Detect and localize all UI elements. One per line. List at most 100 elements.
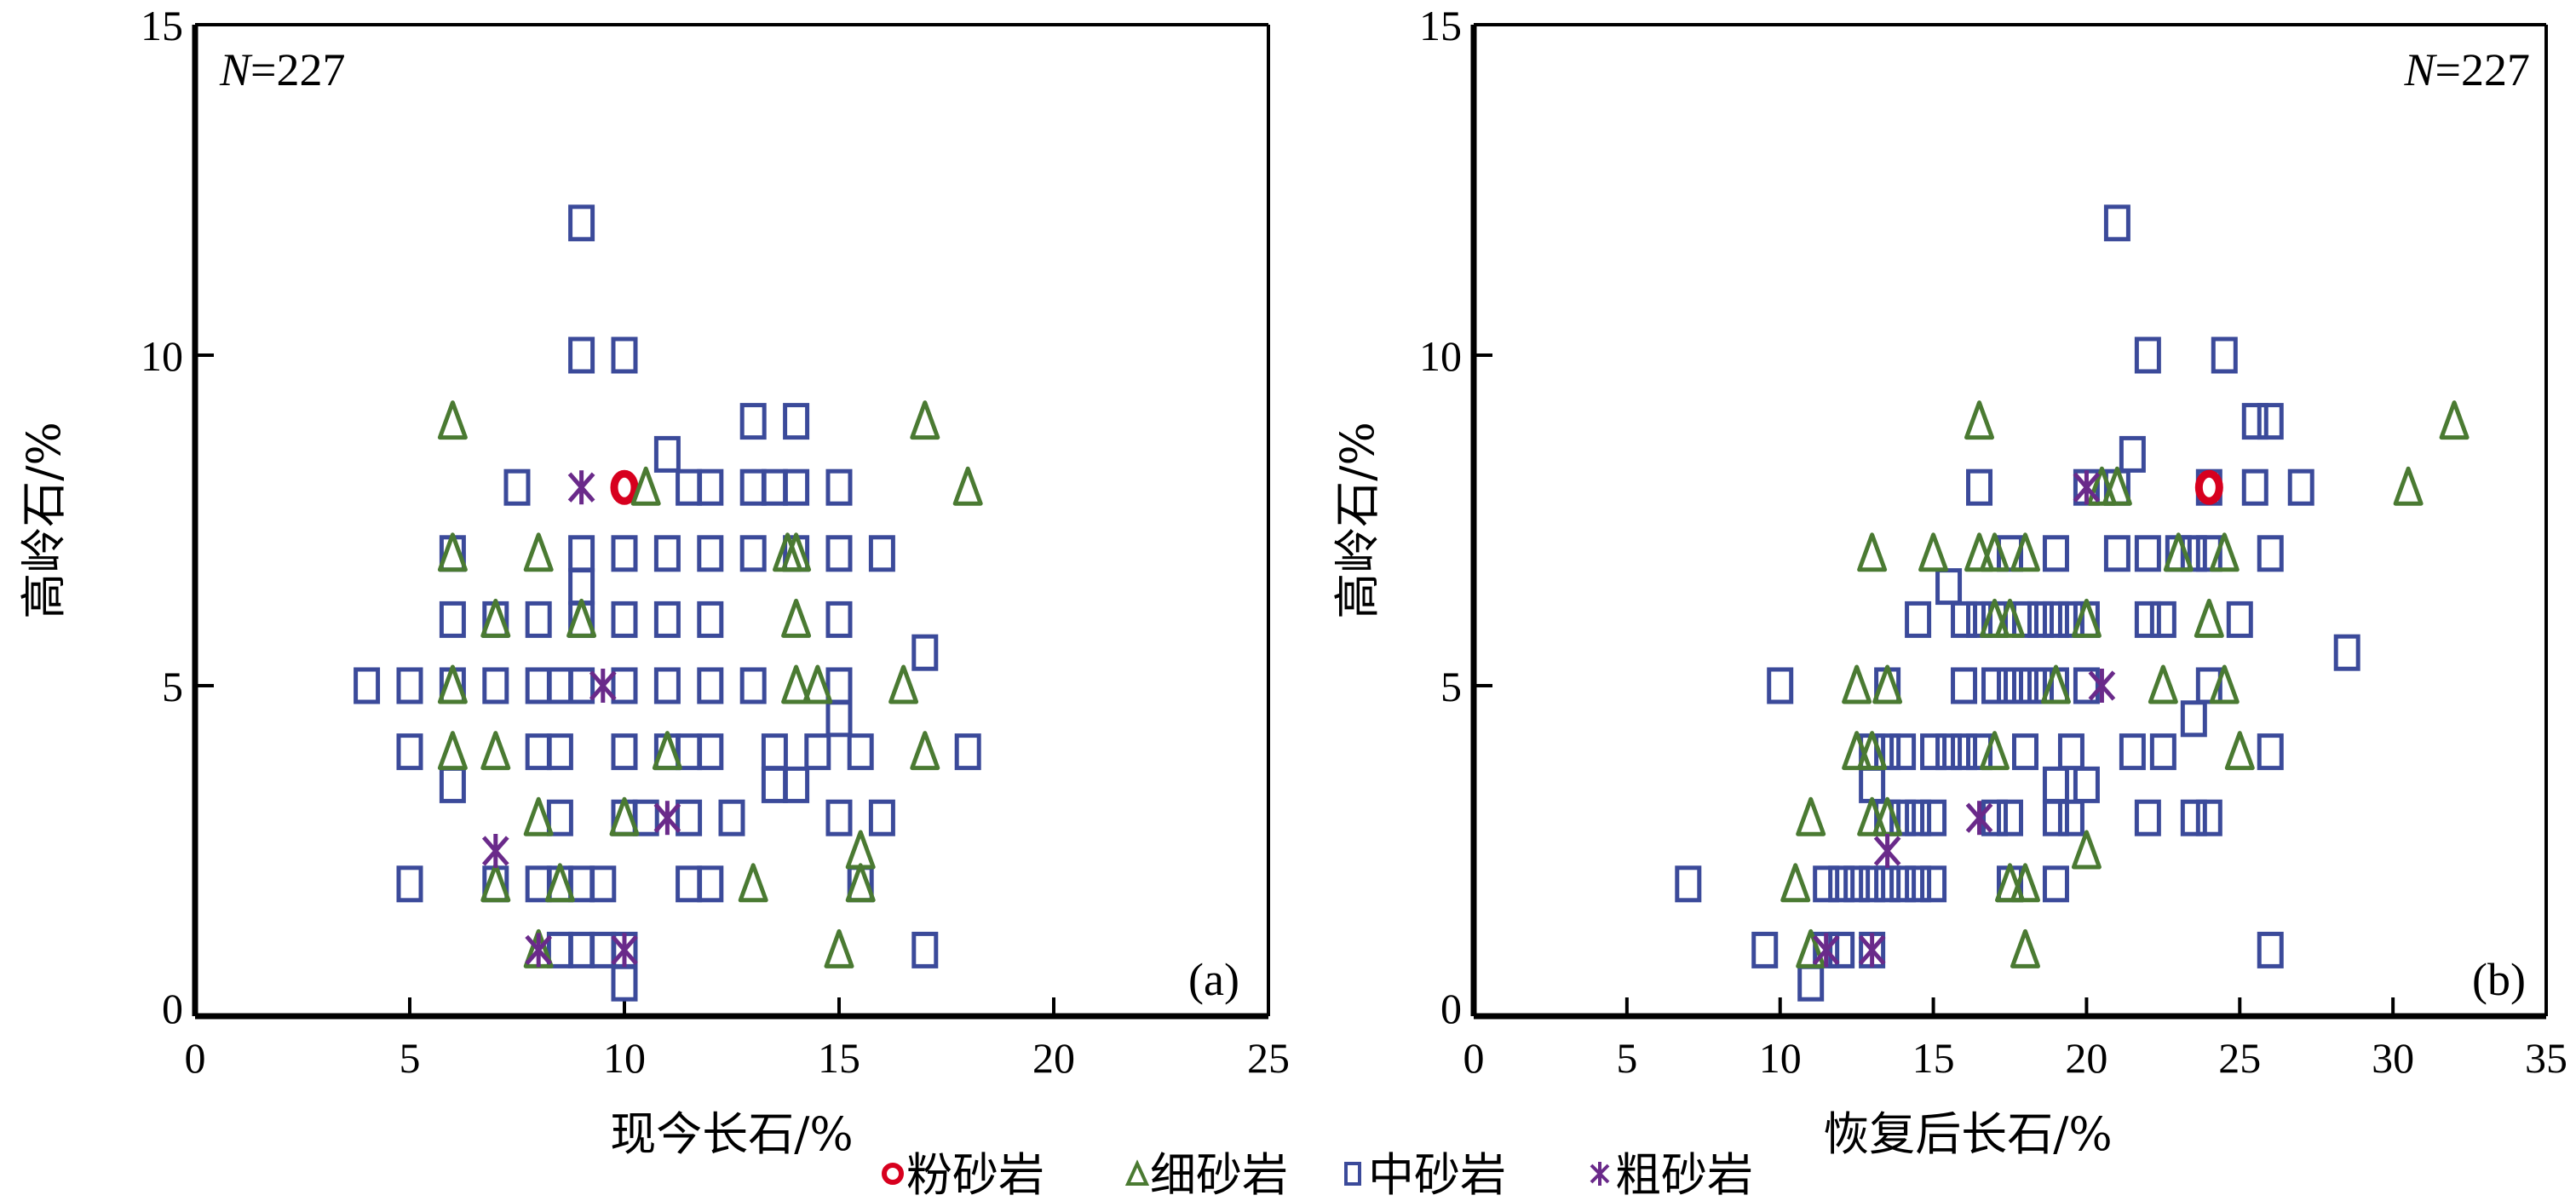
data-point-medium-sandstone <box>868 535 895 572</box>
data-point-fine-sandstone <box>1857 796 1888 836</box>
data-point-fine-sandstone <box>1796 796 1826 836</box>
data-point-medium-sandstone <box>589 865 617 903</box>
data-point-medium-sandstone <box>2011 600 2038 638</box>
data-point-medium-sandstone <box>2011 733 2038 771</box>
data-point-fine-sandstone <box>781 598 812 638</box>
data-point-medium-sandstone <box>2195 799 2222 836</box>
data-point-fine-sandstone <box>523 532 554 572</box>
data-point-medium-sandstone <box>2257 403 2284 440</box>
data-point-medium-sandstone <box>439 766 466 803</box>
panel-a-x-tick-label: 5 <box>400 1034 421 1082</box>
data-point-medium-sandstone <box>653 435 681 473</box>
data-point-fine-sandstone <box>2209 664 2240 704</box>
legend-square-icon <box>1344 1162 1361 1186</box>
data-point-medium-sandstone <box>783 468 810 506</box>
panel-b-x-tick-label: 35 <box>2525 1034 2567 1082</box>
panel-b-x-tick-label: 20 <box>2065 1034 2107 1082</box>
panel-b-x-tick-label: 5 <box>1616 1034 1637 1082</box>
data-point-fine-sandstone <box>781 664 812 704</box>
data-point-fine-sandstone <box>609 796 640 836</box>
data-point-medium-sandstone <box>611 600 638 638</box>
data-point-fine-sandstone <box>1857 532 1888 572</box>
data-point-medium-sandstone <box>611 535 638 572</box>
panel-b-n-italic: N <box>2404 44 2438 95</box>
data-point-medium-sandstone <box>2057 799 2084 836</box>
data-point-fine-sandstone <box>1780 863 1811 903</box>
data-point-fine-sandstone <box>1980 731 2010 771</box>
data-point-fine-sandstone <box>2439 400 2470 440</box>
data-point-medium-sandstone <box>1889 865 1917 903</box>
data-point-medium-sandstone <box>1859 766 1886 803</box>
panel-b-x-tick-label: 0 <box>1463 1034 1485 1082</box>
data-point-medium-sandstone <box>1966 600 1993 638</box>
panel-b-x-tick-label: 15 <box>1912 1034 1955 1082</box>
data-point-coarse-sandstone <box>481 834 509 868</box>
data-point-medium-sandstone <box>954 733 981 771</box>
data-point-fine-sandstone <box>824 928 854 968</box>
data-point-fine-sandstone <box>738 863 768 903</box>
panel-b-y-tick-label: 0 <box>1440 985 1462 1032</box>
data-point-medium-sandstone <box>804 733 831 771</box>
data-point-medium-sandstone <box>1889 799 1917 836</box>
panel-a-x-tick-label: 0 <box>185 1034 206 1082</box>
panel-b-x-tick-label: 10 <box>1759 1034 1802 1082</box>
legend-triangle-icon <box>1124 1159 1150 1186</box>
data-point-medium-sandstone <box>2042 600 2069 638</box>
data-point-medium-sandstone <box>825 468 853 506</box>
legend: 粉砂岩 细砂岩 中砂岩 粗砂岩 <box>882 1148 1753 1201</box>
data-point-fine-sandstone <box>480 598 511 638</box>
data-point-medium-sandstone <box>2241 468 2268 506</box>
data-point-fine-sandstone <box>1964 400 1995 440</box>
data-point-fine-sandstone <box>1842 664 1872 704</box>
data-point-medium-sandstone <box>1981 667 2009 704</box>
data-point-fine-sandstone <box>781 532 812 572</box>
data-point-medium-sandstone <box>2103 535 2130 572</box>
data-point-medium-sandstone <box>2180 535 2207 572</box>
data-point-fine-sandstone <box>910 400 940 440</box>
data-point-medium-sandstone <box>676 865 703 903</box>
data-point-medium-sandstone <box>1797 964 1825 1002</box>
legend-label-silt: 粉砂岩 <box>906 1148 1044 1201</box>
panel-b-y-tick-label: 15 <box>1419 2 1462 49</box>
data-point-fine-sandstone <box>2209 532 2240 572</box>
data-point-medium-sandstone <box>525 667 552 704</box>
data-point-fine-sandstone <box>437 532 468 572</box>
data-point-medium-sandstone <box>2042 865 2069 903</box>
data-point-fine-sandstone <box>2010 532 2040 572</box>
data-point-medium-sandstone <box>911 634 939 671</box>
data-point-medium-sandstone <box>718 799 745 836</box>
data-point-medium-sandstone <box>2241 403 2268 440</box>
panel-b-xlabel: 恢复后长石/% <box>1823 1107 2113 1161</box>
panel-a-label: (a) <box>1188 954 1239 1005</box>
data-point-medium-sandstone <box>2119 435 2146 473</box>
legend-item-coarse: 粗砂岩 <box>1590 1148 1753 1201</box>
data-point-medium-sandstone <box>2073 766 2100 803</box>
data-point-fine-sandstone <box>1842 731 1872 771</box>
data-point-fine-sandstone <box>2163 532 2194 572</box>
data-point-medium-sandstone <box>697 535 724 572</box>
data-point-fine-sandstone <box>2102 466 2132 506</box>
data-point-medium-sandstone <box>653 667 681 704</box>
data-point-medium-sandstone <box>761 733 788 771</box>
data-point-medium-sandstone <box>1874 865 1901 903</box>
data-point-medium-sandstone <box>546 733 573 771</box>
data-point-coarse-sandstone <box>611 933 638 968</box>
data-point-fine-sandstone <box>630 466 661 506</box>
data-point-medium-sandstone <box>2180 799 2207 836</box>
data-point-medium-sandstone <box>1951 667 1978 704</box>
data-point-coarse-sandstone <box>653 801 681 836</box>
data-point-medium-sandstone <box>911 931 939 968</box>
data-point-coarse-sandstone <box>1858 933 1886 968</box>
data-point-fine-sandstone <box>2010 863 2040 903</box>
data-point-medium-sandstone <box>697 667 724 704</box>
data-point-fine-sandstone <box>802 664 833 704</box>
legend-label-fine: 细砂岩 <box>1150 1148 1288 1201</box>
data-point-medium-sandstone <box>2042 535 2069 572</box>
data-point-fine-sandstone <box>910 731 940 771</box>
data-point-fine-sandstone <box>845 863 876 903</box>
data-point-medium-sandstone <box>1981 799 2009 836</box>
data-point-medium-sandstone <box>2134 799 2161 836</box>
panel-b-ylabel: 高岭石/% <box>1331 422 1384 619</box>
data-point-medium-sandstone <box>2195 535 2222 572</box>
data-point-medium-sandstone <box>697 468 724 506</box>
